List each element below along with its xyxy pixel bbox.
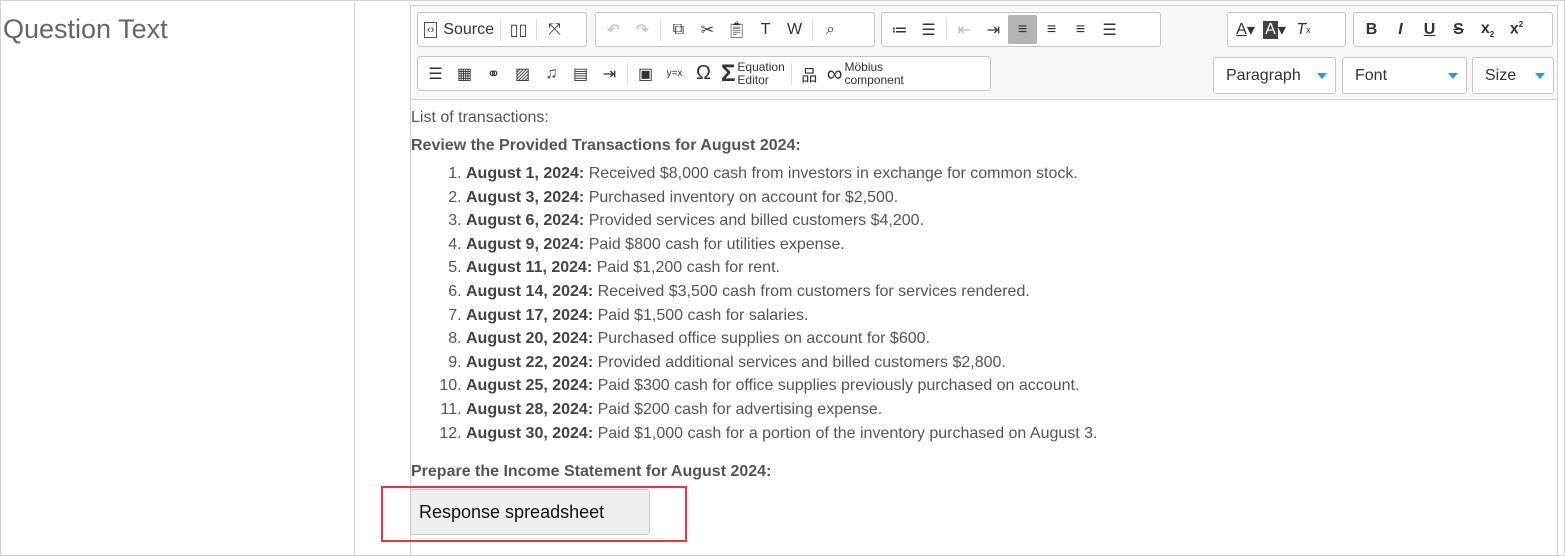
infinity-icon: ∞ [826,60,843,86]
justify-icon[interactable]: ☰ [1102,21,1117,39]
cut-icon[interactable]: ✂ [700,21,715,39]
font-select[interactable]: Font [1342,57,1467,94]
paragraph-format-select[interactable]: Paragraph [1213,57,1336,94]
transaction-date: August 25, 2024: [466,377,594,395]
undo-icon[interactable]: ↶ [606,21,621,39]
transaction-text: Paid $200 cash for advertising expense. [593,400,883,418]
transaction-text: Paid $1,200 cash for rent. [592,259,780,277]
italic-icon[interactable]: I [1398,20,1403,38]
transaction-text: Provided additional services and billed … [593,353,1006,371]
transaction-date: August 22, 2024: [466,353,594,371]
chevron-down-icon [1448,73,1458,79]
superscript-icon[interactable]: x2 [1509,20,1524,38]
text-box-icon[interactable]: ▣ [637,65,654,83]
transactions-list: August 1, 2024: Received $8,000 cash fro… [411,162,1211,445]
maximize-icon[interactable]: ⤧ [548,20,561,38]
highlight-box [381,486,687,542]
paste-icon[interactable]: 📋︎ [726,21,747,39]
transaction-date: August 6, 2024: [466,212,585,230]
sigma-icon: Σ [721,59,736,87]
numbered-list-icon[interactable]: ≔ [891,21,908,39]
transaction-item: August 22, 2024: Provided additional ser… [466,351,1211,375]
chevron-down-icon [1535,73,1545,79]
paste-text-icon[interactable]: T [760,20,771,38]
transaction-text: Received $3,500 cash from customers for … [593,282,1030,300]
indent-icon[interactable]: ⇥ [986,21,1001,39]
show-blocks-icon[interactable]: ▯▯ [509,21,528,39]
transaction-date: August 14, 2024: [466,282,594,300]
math-icon[interactable]: y=x [666,68,683,79]
image-icon[interactable]: ▨ [514,65,531,83]
background-color-icon[interactable]: A ▾ [1263,20,1286,39]
transaction-date: August 3, 2024: [466,188,585,206]
insert-file-icon[interactable]: ⇥ [602,65,617,83]
sitemap-icon[interactable]: 品 [801,67,818,85]
chevron-down-icon [1317,73,1327,79]
transactions-heading: Review the Provided Transactions for Aug… [411,137,801,154]
field-label: Question Text [3,14,168,44]
column-divider [354,0,355,556]
redo-icon[interactable]: ↷ [635,21,650,39]
size-select[interactable]: Size [1472,57,1554,94]
transaction-date: August 17, 2024: [466,306,594,324]
transaction-item: August 17, 2024: Paid $1,500 cash for sa… [466,304,1211,328]
transaction-text: Paid $300 cash for office supplies previ… [593,377,1080,395]
intro-text: List of transactions: [411,109,549,126]
equation-editor-button[interactable]: Σ Equation Editor [721,59,785,87]
transaction-item: August 9, 2024: Paid $800 cash for utili… [466,233,1211,257]
table-icon[interactable]: ▦ [456,65,473,83]
rich-text-editor: ‹› Source ▯▯ ⤧ ↶ ↷ ⧉ ✂ 📋︎ T W ⌕ ≔ ☰ ⇤ ⇥ ≡… [410,5,1558,556]
transaction-item: August 3, 2024: Purchased inventory on a… [466,186,1211,210]
transaction-text: Paid $800 cash for utilities expense. [584,235,845,253]
subscript-icon[interactable]: x2 [1480,19,1495,40]
income-statement-heading: Prepare the Income Statement for August … [411,463,772,480]
align-center-icon[interactable]: ≡ [1046,20,1057,38]
transaction-text: Received $8,000 cash from investors in e… [584,165,1078,182]
source-button[interactable]: ‹› Source [421,15,497,44]
transaction-text: Purchased office supplies on account for… [593,330,930,348]
transaction-item: August 1, 2024: Received $8,000 cash fro… [466,162,1211,186]
audio-icon[interactable]: ♫ [545,64,558,82]
transaction-text: Paid $1,500 cash for salaries. [593,306,809,324]
mobius-component-button[interactable]: ∞ Möbius component [826,59,904,87]
video-icon[interactable]: ▤ [572,65,589,83]
align-left-icon[interactable]: ≡ [1008,15,1037,44]
bold-icon[interactable]: B [1365,20,1378,38]
transaction-item: August 11, 2024: Paid $1,200 cash for re… [466,256,1211,280]
editor-toolbar: ‹› Source ▯▯ ⤧ ↶ ↷ ⧉ ✂ 📋︎ T W ⌕ ≔ ☰ ⇤ ⇥ ≡… [411,6,1557,100]
transaction-item: August 28, 2024: Paid $200 cash for adve… [466,398,1211,422]
strikethrough-icon[interactable]: S [1453,20,1464,38]
paste-word-icon[interactable]: W [786,20,803,38]
transaction-text: Paid $1,000 cash for a portion of the in… [593,424,1098,442]
transaction-date: August 30, 2024: [466,424,594,442]
horizontal-line-icon[interactable]: ☰ [428,65,443,83]
transaction-date: August 1, 2024: [466,165,585,182]
bulleted-list-icon[interactable]: ☰ [921,21,936,39]
copy-icon[interactable]: ⧉ [672,20,685,38]
transaction-item: August 25, 2024: Paid $300 cash for offi… [466,374,1211,398]
transaction-date: August 9, 2024: [466,235,585,253]
transaction-text: Purchased inventory on account for $2,50… [584,188,899,206]
transaction-item: August 20, 2024: Purchased office suppli… [466,327,1211,351]
transaction-date: August 28, 2024: [466,400,594,418]
outdent-icon[interactable]: ⇤ [957,21,972,39]
transaction-text: Provided services and billed customers $… [584,212,924,230]
text-color-icon[interactable]: A ▾ [1236,20,1255,39]
link-icon[interactable]: ⚭ [486,65,501,83]
transaction-item: August 14, 2024: Received $3,500 cash fr… [466,280,1211,304]
source-icon: ‹› [424,21,438,38]
underline-icon[interactable]: U [1423,20,1436,38]
transaction-item: August 30, 2024: Paid $1,000 cash for a … [466,422,1211,446]
align-right-icon[interactable]: ≡ [1075,20,1086,38]
transaction-date: August 11, 2024: [466,259,593,277]
response-spreadsheet-button[interactable]: Response spreadsheet [410,489,650,535]
transaction-date: August 20, 2024: [466,330,594,348]
omega-icon[interactable]: Ω [696,62,711,84]
search-icon[interactable]: ⌕ [826,20,835,38]
transaction-item: August 6, 2024: Provided services and bi… [466,209,1211,233]
